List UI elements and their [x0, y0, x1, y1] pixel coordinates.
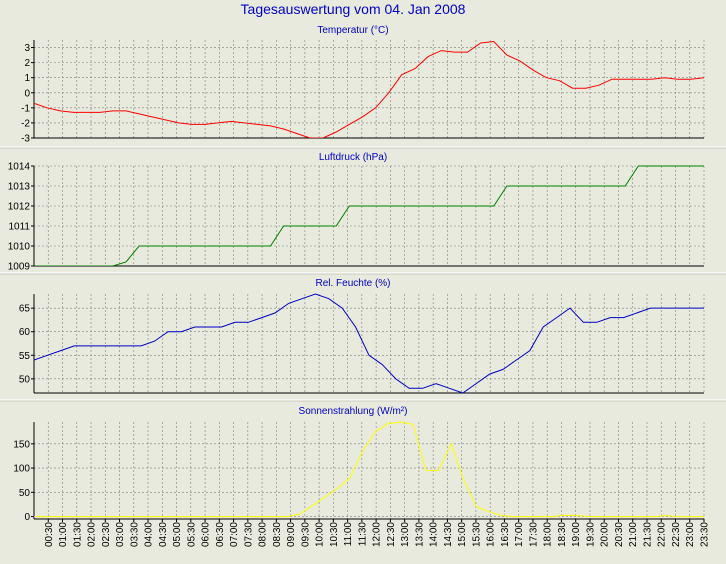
x-tick-label: 03:30	[129, 522, 140, 547]
x-tick-label: 06:30	[215, 522, 226, 547]
x-tick-label: 14:00	[429, 522, 440, 547]
panel-title: Luftdruck (hPa)	[319, 152, 387, 163]
y-tick-label: 1010	[8, 242, 31, 253]
series-line	[34, 165, 704, 266]
x-tick-label: 09:30	[300, 522, 311, 547]
x-tick-label: 06:00	[201, 522, 212, 547]
x-tick-label: 05:30	[186, 522, 197, 547]
x-tick-label: 12:00	[372, 522, 383, 547]
x-tick-label: 15:30	[471, 522, 482, 547]
x-tick-label: 19:00	[571, 522, 582, 547]
y-tick-label: 100	[13, 464, 30, 475]
x-tick-label: 08:00	[258, 522, 269, 547]
x-tick-label: 22:00	[657, 522, 668, 547]
y-tick-label: -2	[21, 118, 30, 129]
y-tick-label: 1012	[8, 202, 31, 213]
panel-title: Temperatur (°C)	[317, 25, 388, 36]
x-tick-label: 17:30	[528, 522, 539, 547]
x-tick-label: 18:00	[543, 522, 554, 547]
report-title: Tagesauswertung vom 04. Jan 2008	[241, 1, 466, 17]
panel-title: Rel. Feuchte (%)	[315, 278, 390, 289]
y-tick-label: 2	[24, 58, 30, 69]
y-tick-label: 1013	[8, 182, 31, 193]
y-tick-label: 0	[24, 512, 30, 523]
x-tick-label: 02:00	[87, 522, 98, 547]
x-tick-label: 20:00	[600, 522, 611, 547]
x-tick-label: 23:00	[685, 522, 696, 547]
y-tick-label: 55	[19, 351, 31, 362]
x-tick-label: 03:00	[115, 522, 126, 547]
x-tick-label: 10:30	[329, 522, 340, 547]
x-tick-label: 16:00	[486, 522, 497, 547]
x-tick-label: 08:30	[272, 522, 283, 547]
x-tick-label: 13:30	[414, 522, 425, 547]
x-tick-label: 17:00	[514, 522, 525, 547]
panel-title: Sonnenstrahlung (W/m²)	[299, 406, 408, 417]
y-tick-label: 1014	[8, 162, 31, 173]
x-tick-label: 21:30	[642, 522, 653, 547]
x-tick-label: 16:30	[500, 522, 511, 547]
y-tick-label: 1	[24, 73, 30, 84]
x-tick-label: 21:00	[628, 522, 639, 547]
plot-area	[34, 40, 704, 138]
y-tick-label: 3	[24, 43, 30, 54]
x-tick-label: 11:30	[357, 522, 368, 547]
y-tick-label: -3	[21, 134, 30, 145]
x-tick-label: 07:00	[229, 522, 240, 547]
y-tick-label: 50	[19, 374, 31, 385]
x-tick-label: 07:30	[243, 522, 254, 547]
x-tick-label: 19:30	[585, 522, 596, 547]
x-tick-label: 15:00	[457, 522, 468, 547]
x-tick-label: 11:00	[343, 522, 354, 547]
x-tick-label: 12:30	[386, 522, 397, 547]
y-tick-label: 150	[13, 439, 30, 450]
y-tick-label: 60	[19, 327, 31, 338]
x-tick-label: 05:00	[172, 522, 183, 547]
x-tick-label: 00:30	[44, 522, 55, 547]
series-line	[34, 40, 705, 138]
x-tick-label: 09:00	[286, 522, 297, 547]
y-tick-label: -1	[21, 103, 30, 114]
plot-area	[34, 294, 704, 393]
x-tick-label: 01:00	[58, 522, 69, 547]
series-line	[34, 421, 704, 518]
x-tick-label: 13:00	[400, 522, 411, 547]
chart-panel-3: Rel. Feuchte (%) 50 55 60 65	[19, 278, 705, 394]
x-tick-label: 04:00	[144, 522, 155, 547]
chart-panel-2: Luftdruck (hPa) 1009 1010 1011 1012 1013 1014	[8, 152, 705, 273]
y-tick-label: 0	[24, 88, 30, 99]
y-tick-label: 1009	[8, 262, 31, 273]
x-tick-label: 14:30	[443, 522, 454, 547]
chart-panel-1: Temperatur (°C) -3 -2 -1 0 1 2 3	[21, 25, 705, 145]
x-tick-label: 10:00	[315, 522, 326, 547]
y-tick-label: 50	[19, 488, 31, 499]
x-tick-label: 23:30	[700, 522, 711, 547]
chart-panel-4: Sonnenstrahlung (W/m²) 0 50 100 150	[13, 406, 705, 523]
x-tick-label: 02:30	[101, 522, 112, 547]
plot-area	[34, 422, 704, 519]
x-tick-label: 22:30	[671, 522, 682, 547]
x-tick-label: 20:30	[614, 522, 625, 547]
x-tick-label: 01:30	[72, 522, 83, 547]
x-tick-label: 04:30	[158, 522, 169, 547]
series-line	[34, 293, 704, 393]
y-tick-label: 1011	[8, 222, 30, 233]
x-tick-label: 18:30	[557, 522, 568, 547]
y-tick-label: 65	[19, 304, 31, 315]
plot-area	[34, 166, 704, 266]
